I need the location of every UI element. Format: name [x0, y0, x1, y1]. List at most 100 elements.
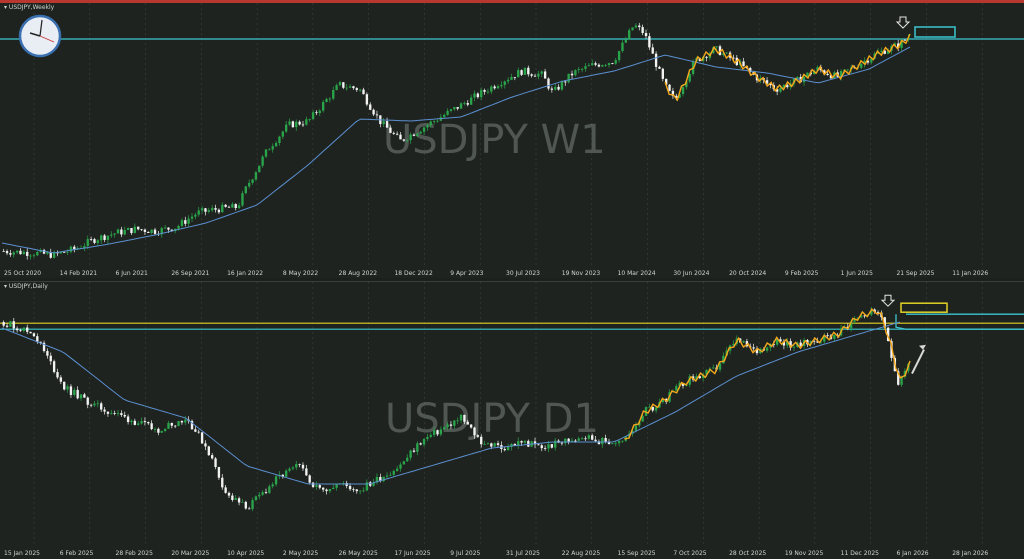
- x-axis-label: 16 Jan 2022: [227, 270, 263, 277]
- x-axis-label: 28 Oct 2025: [729, 550, 766, 557]
- candle: [248, 182, 251, 187]
- candle: [621, 42, 624, 52]
- candle: [675, 386, 678, 391]
- candle: [106, 411, 110, 414]
- candle: [543, 71, 547, 79]
- candle: [816, 341, 819, 343]
- candle: [732, 343, 735, 346]
- x-axis-label: 6 Feb 2025: [60, 550, 94, 557]
- candle: [372, 109, 375, 115]
- candle: [493, 86, 496, 89]
- candle: [76, 389, 79, 399]
- candle: [671, 90, 675, 96]
- weekly-chart-pane[interactable]: ▾ USDJPY,Weekly 25 Oct 2020 14 Feb 2021 6 …: [0, 3, 1024, 278]
- candle: [533, 441, 537, 445]
- candle: [775, 339, 779, 345]
- candle: [392, 132, 395, 134]
- candle: [113, 233, 116, 235]
- candle: [698, 376, 701, 379]
- candle: [503, 449, 506, 451]
- x-axis-label: 6 Jan 2026: [896, 550, 928, 557]
- candle: [224, 204, 227, 207]
- candle: [190, 216, 194, 219]
- candle: [486, 443, 490, 445]
- candle: [46, 252, 49, 254]
- candle: [362, 490, 365, 492]
- candle: [752, 347, 755, 349]
- candle: [110, 413, 113, 414]
- candle: [749, 68, 752, 72]
- candle: [886, 327, 890, 342]
- candle: [5, 251, 9, 254]
- candle: [775, 89, 779, 92]
- candle: [140, 229, 143, 231]
- candle: [382, 476, 385, 482]
- candle: [826, 73, 829, 76]
- x-axis-label: 11 Jan 2026: [952, 270, 988, 277]
- candle: [412, 134, 416, 136]
- daily-chart-svg[interactable]: 15 Jan 2025 6 Feb 2025 28 Feb 2025 20 Mar 2…: [0, 282, 1024, 559]
- candle: [846, 326, 849, 329]
- x-axis-label: 21 Sep 2025: [896, 270, 934, 277]
- candle: [607, 441, 611, 445]
- clock-minute-hand: [39, 19, 43, 37]
- candle: [399, 464, 402, 469]
- candle: [634, 25, 638, 28]
- candle: [96, 240, 100, 243]
- candle: [133, 226, 137, 234]
- candle: [194, 429, 197, 432]
- candle: [375, 476, 379, 483]
- candle: [52, 361, 56, 373]
- candle: [574, 440, 577, 442]
- candle: [429, 434, 432, 437]
- candle: [631, 27, 634, 31]
- candle: [395, 133, 399, 135]
- candle: [93, 403, 96, 406]
- candle: [69, 386, 73, 395]
- daily-chart-pane[interactable]: ▾ USDJPY,Daily 15 Jan 2025 6 Feb 2025 28 F…: [0, 281, 1024, 559]
- candle: [342, 483, 345, 484]
- candle: [332, 89, 335, 99]
- candle: [530, 74, 533, 76]
- x-axis-label: 22 Aug 2025: [562, 550, 601, 557]
- candle: [439, 429, 443, 435]
- candle: [184, 419, 187, 423]
- weekly-chart-svg[interactable]: 25 Oct 2020 14 Feb 2021 6 Jun 2021 26 Sep 2…: [0, 3, 1024, 278]
- candle: [722, 53, 725, 56]
- candle: [241, 193, 244, 206]
- candle: [379, 476, 382, 482]
- candle: [628, 30, 631, 40]
- candle: [153, 229, 157, 234]
- candle: [732, 57, 735, 59]
- candle: [177, 420, 180, 427]
- candle: [547, 444, 550, 449]
- candle: [63, 251, 66, 253]
- candle: [453, 107, 456, 110]
- candle: [389, 127, 392, 133]
- candle: [15, 328, 19, 331]
- candle: [227, 206, 231, 208]
- candle: [870, 309, 873, 315]
- candle: [248, 508, 251, 510]
- level-box: [914, 26, 956, 38]
- candle: [584, 66, 587, 69]
- candle: [705, 56, 708, 58]
- candle: [140, 421, 143, 424]
- x-axis-label: 28 Feb 2025: [116, 550, 154, 557]
- candle: [207, 446, 210, 456]
- candle: [833, 334, 836, 339]
- candle: [328, 98, 332, 100]
- candle: [449, 424, 453, 426]
- candle: [348, 485, 352, 490]
- candle: [254, 496, 258, 501]
- candle: [537, 444, 540, 446]
- candle: [436, 430, 439, 435]
- candle: [419, 443, 422, 445]
- candle: [268, 149, 271, 151]
- candle: [130, 228, 133, 234]
- candle: [305, 119, 308, 125]
- candle: [153, 428, 157, 430]
- candle: [264, 149, 268, 157]
- candle: [765, 347, 769, 351]
- candle: [348, 86, 352, 88]
